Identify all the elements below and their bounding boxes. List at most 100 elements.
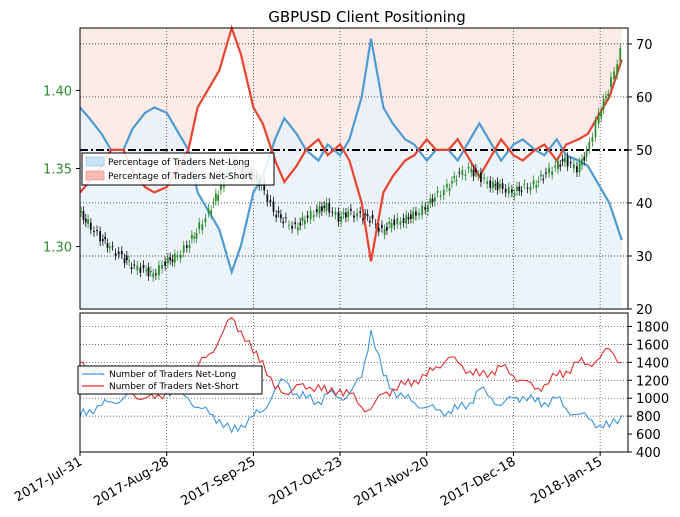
candle-body: [139, 267, 142, 273]
candle-body: [616, 64, 619, 75]
candle-body: [288, 224, 290, 226]
candle-body: [328, 202, 331, 213]
candle-body: [412, 211, 415, 220]
candle-body: [106, 243, 109, 248]
candle-body: [470, 168, 473, 173]
candle-body: [499, 183, 501, 188]
candle-body: [566, 156, 569, 167]
candle-body: [409, 214, 412, 219]
candle-body: [564, 157, 566, 163]
candle-body: [475, 168, 477, 173]
legend-label-traders-net-short: Number of Traders Net-Short: [109, 382, 239, 392]
candle-body: [613, 71, 615, 80]
price-tick-label: 1.35: [43, 163, 72, 178]
candle-body: [201, 224, 204, 230]
net-long-percent-line: [79, 38, 623, 276]
candle-body: [318, 205, 321, 214]
candle-body: [219, 183, 222, 190]
candle-body: [309, 210, 312, 220]
candle-body: [337, 212, 340, 222]
candle-body: [557, 161, 559, 170]
count-tick-label: 1600: [636, 338, 669, 353]
candle-body: [89, 222, 92, 230]
candle-body: [130, 267, 133, 270]
positioning-area-fills: [80, 28, 628, 309]
candle-body: [467, 166, 470, 169]
candle-body: [504, 188, 507, 193]
candle-body: [578, 162, 581, 173]
candle-body: [526, 187, 529, 189]
candle-body: [516, 186, 518, 191]
candle-body: [464, 174, 467, 177]
top-legend: Percentage of Traders Net-Long Percentag…: [81, 152, 275, 186]
date-tick-label: 2017-Nov-20: [351, 454, 431, 509]
candle-body: [427, 205, 429, 212]
candle-body: [101, 239, 104, 242]
candle-body: [594, 120, 597, 138]
candle-body: [111, 246, 114, 248]
candle-body: [303, 220, 306, 225]
candle-body: [551, 171, 554, 175]
candle-body: [198, 222, 201, 230]
bottom-legend: Number of Traders Net-Long Number of Tra…: [77, 365, 263, 395]
candle-body: [214, 193, 217, 202]
candle-body: [576, 166, 578, 173]
candle-body: [418, 213, 420, 215]
candle-body: [182, 245, 185, 253]
candle-body: [496, 181, 499, 190]
candle-body: [294, 222, 297, 225]
candle-body: [559, 164, 562, 167]
candle-body: [542, 179, 545, 181]
candle-body: [161, 264, 163, 269]
candle-body: [266, 194, 269, 202]
candle-body: [602, 98, 605, 110]
count-tick-label: 1800: [636, 320, 669, 335]
top-panel: 1.30 1.35 1.40 20 30 40 50 60 70 Percentage of …: [43, 24, 653, 318]
candle-body: [494, 184, 497, 186]
top-legend-box: [81, 152, 275, 186]
count-tick-label: 1400: [636, 356, 669, 371]
candle-body: [472, 169, 475, 177]
candle-body: [212, 202, 215, 204]
candle-body: [320, 206, 323, 212]
candle-body: [364, 213, 367, 215]
candle-body: [284, 217, 287, 219]
candle-body: [190, 234, 193, 239]
candle-body: [342, 212, 345, 215]
candle-body: [179, 254, 182, 259]
candle-body: [173, 253, 176, 263]
candle-body: [368, 220, 371, 223]
price-tick-label: 1.40: [43, 84, 72, 99]
candle-body: [429, 198, 432, 204]
candle-body: [145, 269, 148, 271]
candle-body: [399, 221, 402, 225]
bottom-panel: 400 600 800 1000 1200 1400 1600 1800 Number of …: [77, 312, 669, 461]
candle-body: [136, 265, 139, 271]
candle-body: [356, 212, 358, 217]
candle-body: [217, 195, 220, 201]
legend-swatch-net-short: [85, 170, 105, 181]
candle-body: [117, 251, 120, 255]
candle-body: [108, 246, 111, 249]
candle-body: [99, 231, 102, 242]
candle-body: [520, 190, 523, 192]
candle-body: [147, 267, 150, 277]
candle-body: [169, 257, 172, 261]
count-tick-label: 600: [636, 428, 661, 443]
candle-body: [402, 218, 405, 223]
date-tick-label: 2017-Dec-18: [438, 454, 518, 509]
candle-body: [455, 180, 458, 182]
candle-body: [277, 210, 280, 213]
candle-body: [158, 265, 160, 276]
candle-body: [445, 183, 448, 188]
percent-tick-label: 60: [636, 91, 653, 106]
candle-body: [507, 187, 510, 194]
candle-body: [204, 218, 207, 223]
date-tick-label: 2017-Aug-28: [91, 454, 171, 509]
candle-body: [405, 214, 408, 224]
candle-body: [393, 219, 396, 226]
candle-body: [193, 236, 196, 239]
candle-body: [114, 253, 117, 256]
candle-body: [123, 258, 126, 264]
candle-body: [325, 202, 328, 211]
